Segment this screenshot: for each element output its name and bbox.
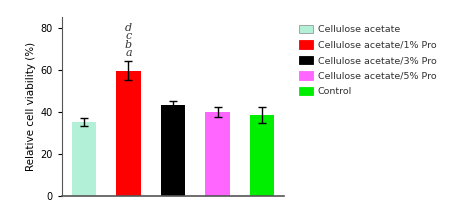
Bar (250, 115, 274, 196)
Text: d: d (125, 23, 132, 33)
Text: c: c (126, 31, 132, 41)
Bar (205, 112, 230, 196)
Y-axis label: Relative cell viability (%): Relative cell viability (%) (26, 42, 36, 171)
Bar (116, 71, 141, 196)
Bar (161, 105, 185, 196)
Legend: Cellulose acetate, Cellulose acetate/1% Pro, Cellulose acetate/3% Pro, Cellulose: Cellulose acetate, Cellulose acetate/1% … (296, 22, 439, 99)
Text: a: a (125, 48, 132, 58)
Bar (72, 122, 96, 196)
Text: b: b (125, 40, 132, 50)
